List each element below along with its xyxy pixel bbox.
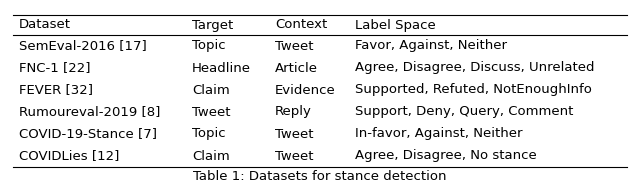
Text: Topic: Topic: [192, 127, 226, 140]
Text: Headline: Headline: [192, 61, 251, 75]
Text: Claim: Claim: [192, 83, 230, 97]
Text: Reply: Reply: [275, 105, 312, 119]
Text: Tweet: Tweet: [275, 149, 314, 162]
Text: Tweet: Tweet: [192, 105, 230, 119]
Text: Context: Context: [275, 18, 328, 31]
Text: FNC-1 [22]: FNC-1 [22]: [19, 61, 91, 75]
Text: Table 1: Datasets for stance detection: Table 1: Datasets for stance detection: [193, 169, 447, 182]
Text: Rumoureval-2019 [8]: Rumoureval-2019 [8]: [19, 105, 161, 119]
Text: COVIDLies [12]: COVIDLies [12]: [19, 149, 120, 162]
Text: Evidence: Evidence: [275, 83, 336, 97]
Text: Dataset: Dataset: [19, 18, 71, 31]
Text: Tweet: Tweet: [275, 127, 314, 140]
Text: Target: Target: [192, 18, 233, 31]
Text: COVID-19-Stance [7]: COVID-19-Stance [7]: [19, 127, 157, 140]
Text: Agree, Disagree, Discuss, Unrelated: Agree, Disagree, Discuss, Unrelated: [355, 61, 595, 75]
Text: Supported, Refuted, NotEnoughInfo: Supported, Refuted, NotEnoughInfo: [355, 83, 592, 97]
Text: Tweet: Tweet: [275, 40, 314, 53]
Text: FEVER [32]: FEVER [32]: [19, 83, 93, 97]
Text: Support, Deny, Query, Comment: Support, Deny, Query, Comment: [355, 105, 573, 119]
Text: Agree, Disagree, No stance: Agree, Disagree, No stance: [355, 149, 537, 162]
Text: Topic: Topic: [192, 40, 226, 53]
Text: SemEval-2016 [17]: SemEval-2016 [17]: [19, 40, 147, 53]
Text: Article: Article: [275, 61, 318, 75]
Text: In-favor, Against, Neither: In-favor, Against, Neither: [355, 127, 523, 140]
Text: Label Space: Label Space: [355, 18, 436, 31]
Text: Claim: Claim: [192, 149, 230, 162]
Text: Favor, Against, Neither: Favor, Against, Neither: [355, 40, 508, 53]
